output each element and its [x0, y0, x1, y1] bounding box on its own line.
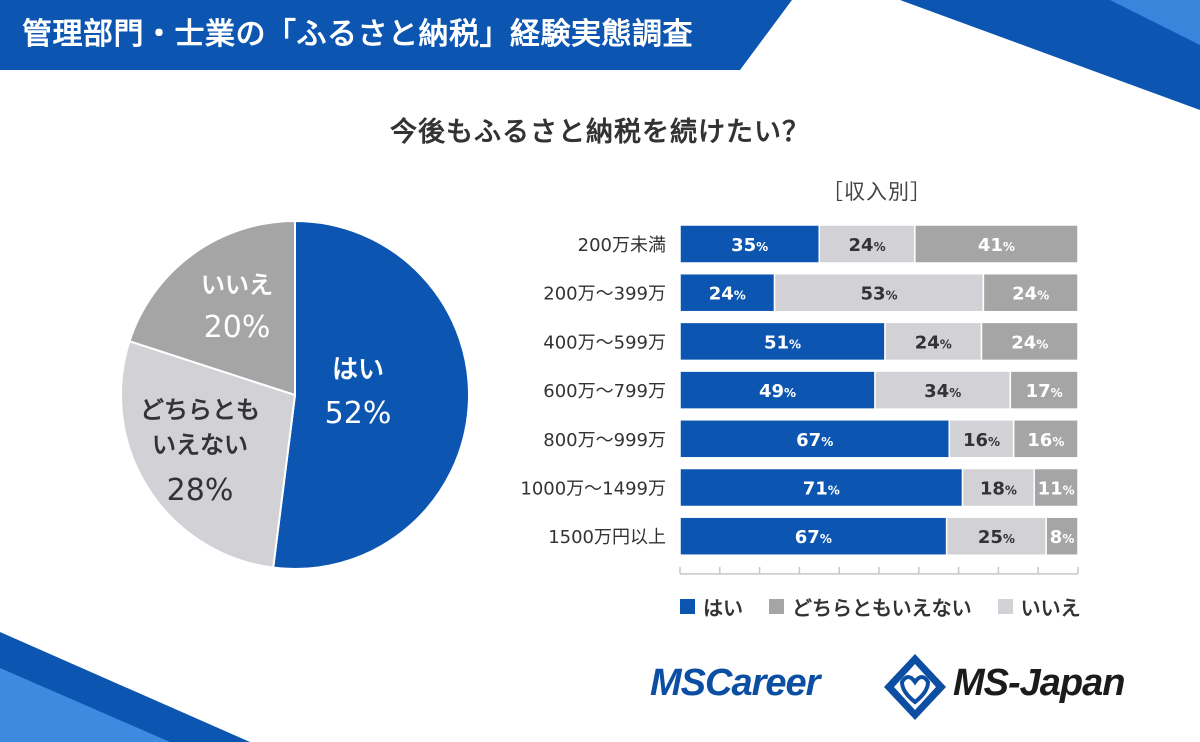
bar-segment-5-2	[1033, 467, 1079, 508]
pie-label-2: いいえ	[201, 271, 273, 299]
bar-segment-6-0	[679, 516, 948, 556]
bar-segment-3-1	[874, 370, 1012, 410]
bar-segment-1-2	[982, 272, 1079, 313]
bar-segment-2-2	[980, 321, 1079, 362]
bar-value-label-2-0: 51%	[764, 332, 801, 353]
logo-msjapan: MS-Japan	[953, 662, 1125, 704]
bar-value-label-0-2: 41%	[978, 235, 1015, 256]
pie-chart: はい 52% どちらともいえない 28% いいえ 20%	[120, 219, 470, 570]
pie-label-0: はい	[332, 355, 384, 385]
header-title: 管理部門・士業の「ふるさと納税」経験実態調査	[22, 17, 693, 52]
bar-value-label-2-1: 24%	[915, 332, 952, 353]
bar-value-label-4-2: 16%	[1027, 430, 1064, 451]
bar-value-label-1-1: 53%	[860, 284, 897, 305]
pie-slice-1	[120, 339, 297, 569]
stacked-bar-chart: 200万未満 35% 24% 41% 200万～399万 24% 53% 24% 400万～59…	[520, 224, 1079, 575]
bar-value-label-4-1: 16%	[963, 430, 1000, 451]
bar-value-label-5-0: 71%	[803, 479, 840, 500]
header-banner	[0, 0, 792, 70]
pie-slice-0	[272, 219, 470, 570]
bar-value-label-1-2: 24%	[1012, 284, 1049, 305]
bar-segment-5-1	[961, 467, 1035, 508]
corner-stripe-top-right-accent	[960, 0, 1200, 45]
pie-value-1: 28%	[167, 473, 234, 508]
corner-stripe-top-right	[900, 0, 1200, 110]
bar-segment-0-2	[914, 224, 1079, 264]
bar-value-label-5-1: 18%	[980, 479, 1017, 500]
bar-value-label-3-1: 34%	[924, 381, 961, 402]
bar-segment-4-2	[1012, 419, 1079, 459]
pie-slice-2	[128, 219, 296, 397]
legend-label-neutral: どちらともいえない	[792, 596, 972, 620]
bar-category-label-4: 800万～999万	[543, 430, 666, 451]
legend-label-yes: はい	[703, 596, 743, 620]
bar-category-label-0: 200万未満	[578, 235, 666, 256]
bar-segment-4-1	[948, 419, 1015, 459]
legend-label-no: いいえ	[1020, 596, 1081, 620]
pie-label-1-line0: どちらとも	[140, 396, 260, 424]
pie-value-2: 20%	[204, 310, 271, 345]
chart-legend: はい どちらともいえない いいえ	[680, 592, 1107, 621]
legend-item-no: いいえ	[997, 592, 1081, 621]
bar-segment-6-2	[1045, 516, 1079, 556]
bar-value-label-3-0: 49%	[759, 381, 796, 402]
bar-segment-2-1	[884, 321, 983, 362]
bar-value-label-6-0: 67%	[795, 527, 832, 548]
bar-category-label-1: 200万～399万	[543, 284, 666, 305]
legend-swatch-yes	[680, 599, 695, 614]
legend-swatch-no	[997, 599, 1013, 614]
legend-item-neutral: どちらともいえない	[769, 592, 972, 621]
bar-segment-0-0	[679, 224, 821, 264]
bar-segment-3-0	[679, 370, 876, 410]
corner-stripe-bottom-left-accent	[0, 668, 170, 742]
bar-category-label-6: 1500万円以上	[548, 527, 666, 548]
bar-value-label-0-1: 24%	[849, 235, 886, 256]
pie-value-0: 52%	[325, 396, 392, 431]
pie-label-1-line1: いえない	[152, 431, 248, 459]
bar-segment-4-0	[679, 419, 951, 459]
logo-mscareer: MSCareer	[650, 662, 820, 704]
bar-value-label-4-0: 67%	[796, 430, 833, 451]
bar-category-label-5: 1000万～1499万	[520, 479, 666, 500]
bar-value-label-6-1: 25%	[978, 527, 1015, 548]
bar-value-label-6-2: 8%	[1050, 527, 1075, 548]
bar-value-label-2-2: 24%	[1011, 332, 1048, 353]
chart-question: 今後もふるさと納税を続けたい？	[390, 117, 810, 148]
footer-logos: MSCareer MS-Japan	[650, 650, 1170, 724]
ms-diamond-logo-icon	[884, 654, 946, 720]
bar-value-label-5-2: 11%	[1038, 479, 1075, 500]
bar-value-label-1-0: 24%	[709, 284, 746, 305]
bar-value-label-0-0: 35%	[731, 235, 768, 256]
bar-segment-1-0	[679, 272, 776, 313]
bar-category-label-3: 600万～799万	[543, 381, 666, 402]
bar-value-label-3-2: 17%	[1026, 381, 1063, 402]
chart-subtitle: ［収入別］	[822, 180, 932, 204]
legend-item-yes: はい	[680, 592, 743, 621]
legend-swatch-neutral	[769, 599, 784, 614]
bar-category-label-2: 400万～599万	[543, 332, 666, 353]
bar-segment-3-2	[1009, 370, 1079, 410]
